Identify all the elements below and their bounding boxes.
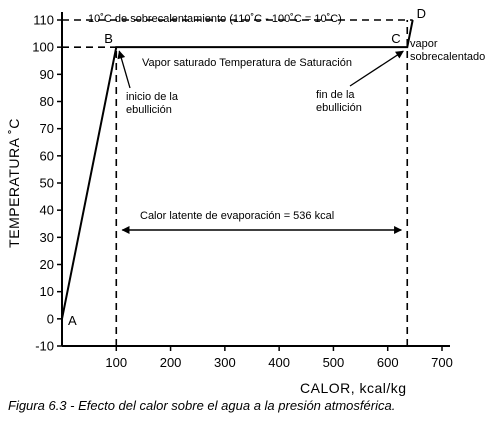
x-tick-label: 100 [105,355,127,370]
y-tick-label: 110 [33,13,54,28]
x-tick-label: 500 [323,355,345,370]
axes: -10 0 10 20 30 40 50 60 70 80 90 100 110 100 200 300 400… [32,12,453,370]
point-label: C [391,31,400,46]
boil-end-annotation-line2: ebullición [316,102,362,114]
superheat-annotation: 10˚C de sobrecalentamiento (110˚C - 100˚… [88,13,342,25]
point-label: D [417,6,426,21]
boil-start-annotation-line2: ebullición [126,104,172,116]
latent-heat-annotation: Calor latente de evaporación = 536 kcal [140,210,334,222]
temperature-heat-chart: -10 0 10 20 30 40 50 60 70 80 90 100 110 100 200 300 400… [6,6,485,396]
x-tick-label: 300 [214,355,236,370]
boil-end-pointer [349,50,404,87]
figure-caption: Figura 6.3 - Efecto del calor sobre el a… [8,398,396,413]
point-label: B [104,31,113,46]
annotations: 10˚C de sobrecalentamiento (110˚C - 100˚… [88,13,485,234]
y-tick-label: -10 [35,339,54,354]
x-tick-label: 200 [160,355,182,370]
y-tick-label: 60 [40,148,54,163]
x-tick-label: 600 [377,355,399,370]
y-tick-label: 100 [32,40,54,55]
boil-start-annotation-line1: inicio de la [126,91,179,103]
point-label: A [68,313,77,328]
y-tick-label: 70 [40,121,54,136]
superheated-annotation-line2: sobrecalentado [410,51,485,63]
y-tick-label: 50 [40,176,54,191]
boil-end-annotation-line1: fin de la [316,89,355,101]
superheated-annotation-line1: vapor [410,38,438,50]
y-tick-label: 0 [47,311,54,326]
boil-start-pointer [117,50,131,89]
x-tick-label: 400 [268,355,290,370]
series: A B C D [61,6,426,328]
heating-curve-line [61,19,414,320]
x-tick-label: 700 [431,355,453,370]
y-tick-label: 80 [40,94,54,109]
y-tick-label: 90 [40,67,54,82]
y-tick-label: 10 [40,284,54,299]
y-tick-label: 30 [40,230,54,245]
reference-lines [62,19,413,346]
saturated-vapor-annotation: Vapor saturado Temperatura de Saturación [142,57,352,69]
y-tick-label: 40 [40,203,54,218]
y-tick-label: 20 [40,257,54,272]
x-axis-title: CALOR, kcal/kg [300,380,407,396]
y-axis-title: TEMPERATURA ˚C [6,118,22,248]
